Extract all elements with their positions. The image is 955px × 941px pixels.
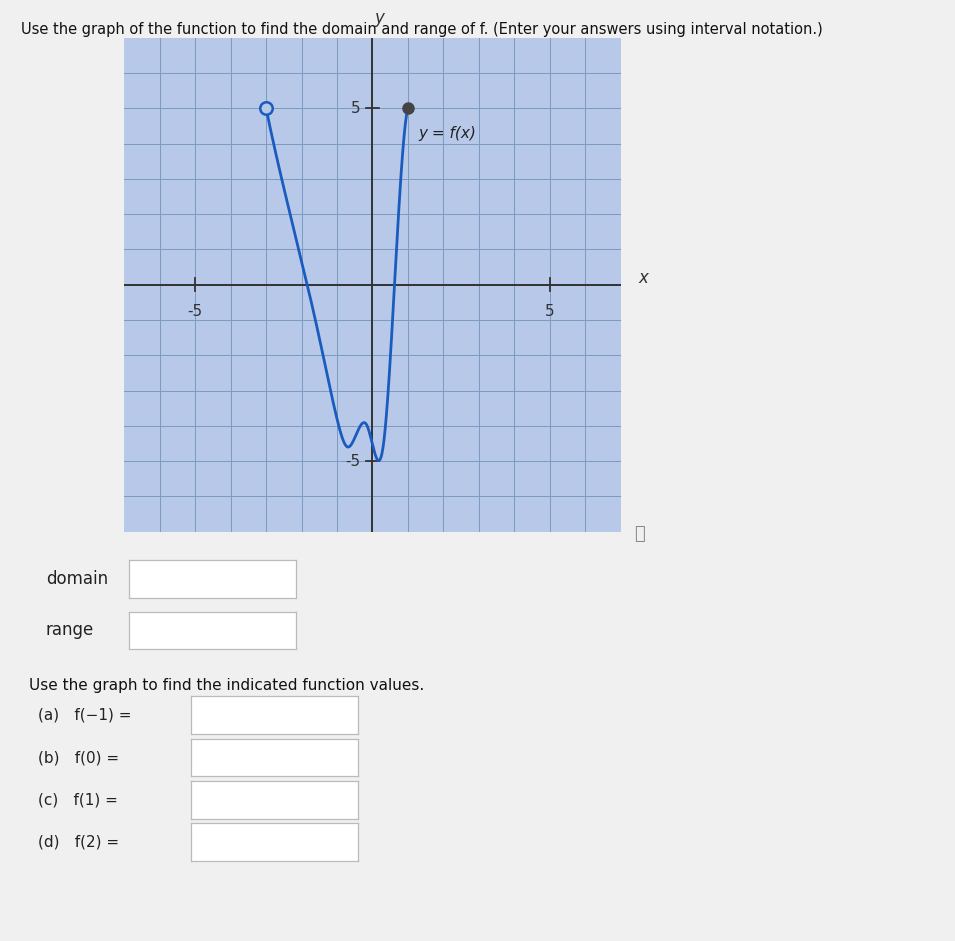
Text: -5: -5 xyxy=(187,304,202,319)
Text: y = f(x): y = f(x) xyxy=(418,126,477,141)
Text: (a) f(−1) =: (a) f(−1) = xyxy=(38,708,132,723)
Text: 5: 5 xyxy=(545,304,555,319)
Text: Use the graph of the function to find the domain and range of f. (Enter your ans: Use the graph of the function to find th… xyxy=(21,22,823,37)
Text: y: y xyxy=(374,9,385,27)
Text: -5: -5 xyxy=(345,454,360,469)
Text: Use the graph to find the indicated function values.: Use the graph to find the indicated func… xyxy=(29,678,424,693)
Text: ⓘ: ⓘ xyxy=(634,525,646,544)
Text: (c) f(1) =: (c) f(1) = xyxy=(38,792,118,807)
Text: (b) f(0) =: (b) f(0) = xyxy=(38,750,119,765)
Text: (d) f(2) =: (d) f(2) = xyxy=(38,835,119,850)
Text: domain: domain xyxy=(46,569,108,588)
Text: range: range xyxy=(46,621,95,640)
Text: 5: 5 xyxy=(350,101,360,116)
Text: x: x xyxy=(639,268,648,287)
